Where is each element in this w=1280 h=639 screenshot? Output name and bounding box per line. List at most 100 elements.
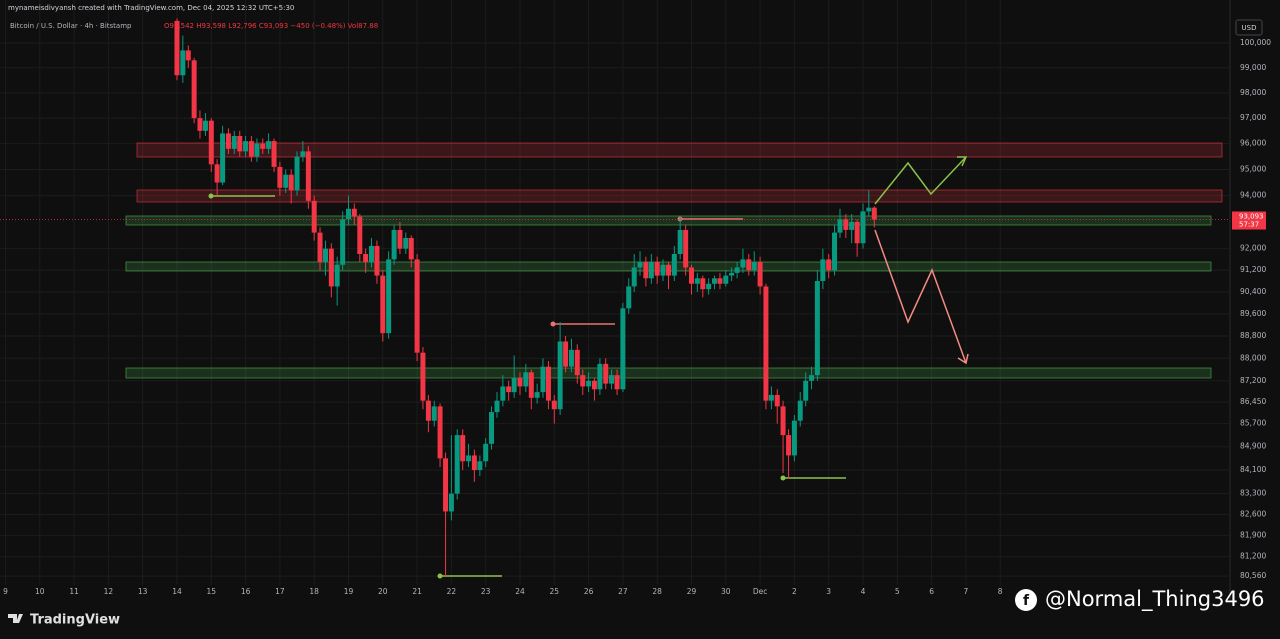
facebook-icon bbox=[1015, 589, 1037, 611]
candle-body bbox=[574, 349, 580, 376]
y-tick-label: 89,600 bbox=[1240, 309, 1266, 318]
candle-body bbox=[751, 262, 757, 271]
candle-body bbox=[580, 375, 586, 387]
candle-body bbox=[803, 380, 809, 401]
candle-body bbox=[734, 267, 740, 273]
x-tick-label: 25 bbox=[550, 587, 560, 596]
candle-body bbox=[425, 400, 431, 421]
candle-body bbox=[683, 229, 689, 268]
candle-body bbox=[202, 120, 208, 131]
candle-body bbox=[271, 141, 277, 167]
y-tick-label: 91,200 bbox=[1240, 265, 1266, 274]
y-tick-label: 97,000 bbox=[1240, 113, 1266, 122]
support-zone bbox=[125, 367, 1212, 379]
x-tick-label: 28 bbox=[652, 587, 662, 596]
candle-body bbox=[660, 264, 666, 276]
candle-body bbox=[266, 141, 272, 149]
candle-body bbox=[397, 229, 403, 249]
candle-body bbox=[740, 259, 746, 268]
candle-body bbox=[534, 392, 540, 398]
candle-body bbox=[540, 366, 546, 393]
candle-body bbox=[380, 275, 386, 334]
y-tick-label: 83,300 bbox=[1240, 489, 1266, 498]
candle-body bbox=[254, 143, 260, 157]
candle-body bbox=[597, 363, 603, 390]
candle-body bbox=[717, 278, 723, 284]
x-tick-label: 26 bbox=[584, 587, 594, 596]
candle-body bbox=[809, 375, 815, 381]
candle-body bbox=[197, 118, 203, 131]
y-tick-label: 84,900 bbox=[1240, 442, 1266, 451]
y-tick-label: 80,560 bbox=[1240, 571, 1266, 580]
candle-body bbox=[317, 232, 323, 263]
candle-body bbox=[477, 461, 483, 471]
brand-logo bbox=[8, 614, 23, 623]
candle-body bbox=[454, 435, 460, 494]
level-point bbox=[550, 321, 556, 327]
candle-body bbox=[626, 286, 632, 309]
candle-body bbox=[774, 394, 780, 407]
y-tick-label: 87,200 bbox=[1240, 376, 1266, 385]
candle-body bbox=[871, 207, 877, 220]
candle-body bbox=[460, 435, 466, 462]
candle-body bbox=[489, 412, 495, 444]
candle-body bbox=[545, 366, 551, 401]
candle-body bbox=[237, 135, 243, 152]
candle-body bbox=[220, 133, 226, 183]
candle-body bbox=[414, 259, 420, 353]
x-tick-label: 5 bbox=[895, 587, 900, 596]
x-tick-label: 2 bbox=[792, 587, 797, 596]
x-tick-label: 18 bbox=[309, 587, 319, 596]
candle-body bbox=[671, 254, 677, 276]
y-tick-label: 95,000 bbox=[1240, 165, 1266, 174]
candle-body bbox=[814, 281, 820, 376]
footer bbox=[0, 600, 1280, 639]
candle-body bbox=[763, 286, 769, 401]
candle-body bbox=[243, 141, 249, 152]
y-tick-label: 90,400 bbox=[1240, 287, 1266, 296]
x-tick-label: 11 bbox=[69, 587, 79, 596]
x-tick-label: 29 bbox=[687, 587, 697, 596]
x-tick-label: 7 bbox=[963, 587, 968, 596]
candle-body bbox=[780, 406, 786, 436]
candle-body bbox=[860, 211, 866, 244]
candle-body bbox=[677, 229, 683, 255]
candle-body bbox=[620, 308, 626, 390]
y-tick-label: 88,800 bbox=[1240, 331, 1266, 340]
y-tick-label: 81,200 bbox=[1240, 552, 1266, 561]
y-tick-label: 81,900 bbox=[1240, 530, 1266, 539]
candle-body bbox=[323, 248, 329, 263]
candle-body bbox=[231, 135, 237, 149]
candle-body bbox=[471, 455, 477, 471]
x-tick-label: 3 bbox=[826, 587, 831, 596]
candle-body bbox=[357, 216, 363, 255]
candle-body bbox=[420, 352, 426, 401]
candle-body bbox=[345, 208, 351, 220]
candle-body bbox=[443, 458, 449, 512]
candle-body bbox=[340, 219, 346, 265]
candle-body bbox=[363, 254, 369, 263]
y-tick-label: 88,000 bbox=[1240, 353, 1266, 362]
candle-body bbox=[591, 380, 597, 390]
candle-body bbox=[277, 166, 283, 188]
background bbox=[0, 0, 1280, 600]
candle-body bbox=[288, 174, 294, 191]
candle-body bbox=[528, 372, 534, 398]
candle-body bbox=[294, 156, 300, 191]
level-point bbox=[437, 573, 443, 579]
candle-body bbox=[311, 200, 317, 233]
y-tick-label: 99,000 bbox=[1240, 63, 1266, 72]
candle-body bbox=[791, 420, 797, 456]
candle-body bbox=[391, 229, 397, 260]
candle-body bbox=[826, 259, 832, 271]
candle-body bbox=[483, 443, 489, 462]
candle-body bbox=[643, 262, 649, 279]
y-tick-label: 86,450 bbox=[1240, 397, 1266, 406]
brand: TradingView bbox=[30, 613, 120, 628]
x-tick-label: 16 bbox=[241, 587, 251, 596]
x-tick-label: 15 bbox=[207, 587, 217, 596]
candle-body bbox=[174, 20, 180, 76]
candle-body bbox=[563, 341, 569, 367]
candle-body bbox=[786, 435, 792, 456]
